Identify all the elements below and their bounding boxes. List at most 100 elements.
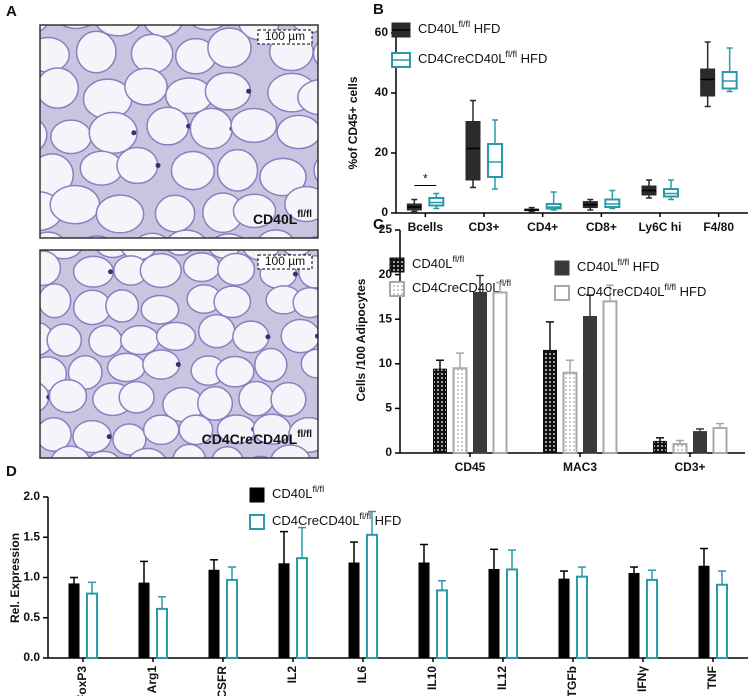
label-text: CD4CreCD40L	[418, 51, 505, 66]
y-tick-label: 0	[381, 205, 388, 219]
adipocyte	[336, 418, 369, 452]
adipocyte	[130, 33, 174, 74]
adipocyte	[40, 36, 70, 73]
adipocyte	[292, 286, 318, 319]
y-tick-label: 20	[379, 267, 393, 281]
adipocyte	[238, 380, 275, 417]
x-tick-label: CD3+	[674, 460, 705, 474]
bar	[716, 583, 728, 659]
x-tick-label: Bcells	[408, 220, 444, 234]
bar	[506, 568, 518, 660]
nucleus	[106, 434, 112, 440]
adipocyte	[40, 25, 48, 32]
nucleus	[324, 300, 329, 305]
adipocyte	[40, 231, 64, 238]
adipocyte	[88, 324, 123, 358]
panel-label: C	[373, 216, 384, 233]
bar	[138, 582, 150, 659]
adipocyte	[217, 252, 256, 286]
adipocyte	[317, 457, 318, 458]
adipocyte	[313, 157, 318, 183]
adipocyte	[319, 224, 356, 256]
x-tick-label: CD8+	[586, 220, 617, 234]
label-text: CD40L	[253, 211, 298, 227]
adipocyte	[257, 229, 294, 238]
label-superscript: fl/fl	[664, 282, 676, 292]
bar	[653, 440, 667, 454]
adipocyte	[87, 450, 120, 458]
legend-swatch	[389, 281, 405, 297]
bar	[562, 371, 578, 454]
label-superscript: fl/fl	[458, 19, 470, 29]
x-tick-label: IFNγ	[635, 666, 649, 692]
adipocyte	[146, 106, 190, 146]
legend-entry: CD4CreCD40Lfl/fl	[412, 278, 511, 295]
box	[465, 121, 481, 181]
adipocyte	[142, 414, 180, 446]
adipocyte	[288, 416, 318, 454]
adipocyte	[143, 25, 183, 38]
legend-entry: CD40Lfl/fl HFD	[577, 257, 659, 274]
y-tick-label: 2.0	[23, 489, 40, 503]
label-suffix: HFD	[371, 513, 401, 528]
y-tick-label: 25	[379, 222, 393, 236]
nucleus	[246, 88, 252, 94]
bar	[712, 427, 728, 454]
adipocyte	[118, 380, 155, 414]
adipocyte	[75, 30, 117, 74]
nucleus	[239, 240, 244, 245]
y-tick-label: 5	[385, 401, 392, 415]
adipocyte	[197, 386, 234, 421]
x-tick-label: CD3+	[468, 220, 499, 234]
nucleus	[175, 362, 181, 368]
bar	[86, 592, 98, 659]
adipocyte	[40, 120, 48, 151]
adipocyte	[178, 414, 214, 446]
bar	[646, 578, 658, 659]
nucleus	[155, 162, 161, 168]
bar	[208, 569, 220, 659]
nucleus	[329, 269, 334, 274]
y-tick-label: 1.0	[23, 570, 40, 584]
panel-label: A	[6, 3, 17, 20]
adipocyte	[10, 222, 44, 255]
label-text: CD40L	[272, 486, 312, 501]
adipocyte	[214, 233, 244, 238]
bar	[693, 431, 707, 454]
x-tick-label: TNF	[705, 666, 719, 689]
label-superscript: fl/fl	[499, 278, 511, 288]
label-text: CD4CreCD40L	[272, 513, 359, 528]
image-label: CD40Lfl/fl	[253, 209, 312, 227]
adipocyte	[49, 184, 101, 225]
adipocyte	[270, 381, 307, 417]
adipocyte	[48, 379, 88, 414]
adipocyte	[40, 283, 72, 319]
label-text: CD4CreCD40L	[412, 280, 499, 295]
y-axis-label: Rel. Expression	[8, 533, 22, 623]
bar	[348, 562, 360, 659]
bar	[558, 578, 570, 659]
bar	[296, 557, 308, 659]
adipocyte	[137, 232, 168, 238]
nucleus	[340, 95, 345, 100]
adipocyte	[182, 252, 221, 283]
adipocyte	[197, 314, 236, 349]
adipocyte	[251, 455, 270, 458]
adipocyte	[154, 194, 196, 233]
adipocyte	[124, 67, 168, 106]
nucleus	[131, 130, 137, 136]
x-tick-label: Arg1	[145, 666, 159, 694]
adipocyte	[270, 444, 311, 458]
adipocyte	[166, 250, 193, 256]
adipocyte	[170, 150, 215, 191]
nucleus	[265, 334, 271, 340]
legend-swatch	[554, 285, 570, 301]
bar	[366, 533, 378, 660]
adipocyte	[40, 250, 62, 287]
adipocyte	[320, 382, 355, 415]
panel-label: B	[373, 1, 384, 18]
adipocyte	[189, 107, 234, 150]
scale-bar-box	[257, 254, 313, 270]
adipocyte	[40, 416, 72, 453]
